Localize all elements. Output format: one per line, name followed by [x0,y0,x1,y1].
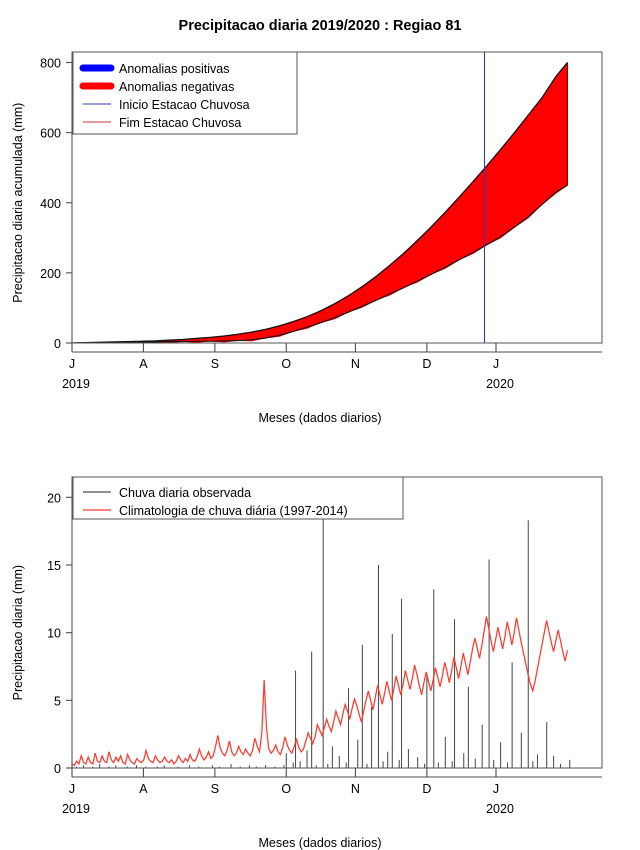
accumulated-precipitation-chart: Precipitacao diaria 2019/2020 : Regiao 8… [11,18,603,425]
x-tick-label: N [351,782,360,796]
x-tick-label: N [351,357,360,371]
chart-title: Precipitacao diaria 2019/2020 : Regiao 8… [179,18,462,34]
y-tick-label: 400 [40,197,61,211]
x-tick-label: A [139,357,148,371]
x-axis-year-label: 2020 [486,802,514,816]
climatology-accumulated-line [72,62,568,343]
x-axis-title: Meses (dados diarios) [259,411,382,425]
climatology-line [72,616,569,767]
x-tick-label: S [211,782,219,796]
daily-precipitation-panel: 0 5 10 15 20 Precipitacao diaria (mm) J A S O N D J 2… [0,425,640,850]
legend-label: Fim Estacao Chuvosa [119,116,241,130]
plot-frame [71,476,603,769]
legend-label: Climatologia de chuva diária (1997-2014) [119,504,348,518]
legend: Anomalias positivas Anomalias negativas In… [72,51,298,135]
legend: Chuva diaria observada Climatologia de ch… [72,476,404,520]
legend-label: Anomalias negativas [119,80,234,94]
x-axis-title: Meses (dados diarios) [259,836,382,850]
daily-precipitation-chart: 0 5 10 15 20 Precipitacao diaria (mm) J A S O N D J 2… [11,476,603,850]
x-tick-label: O [281,782,291,796]
plot-area [72,52,569,343]
x-tick-label: J [493,782,499,796]
y-tick-label: 15 [47,559,61,573]
legend-label: Anomalias positivas [119,62,229,76]
x-tick-label: D [422,782,431,796]
x-tick-label: J [69,782,75,796]
x-axis-year-label: 2020 [486,377,514,391]
y-tick-label: 20 [47,491,61,505]
y-tick-label: 0 [54,762,61,776]
x-tick-label: S [211,357,219,371]
x-axis-year-label: 2019 [62,377,90,391]
y-tick-label: 10 [47,627,61,641]
x-tick-label: A [139,782,148,796]
y-tick-label: 5 [54,694,61,708]
x-tick-label: O [281,357,291,371]
x-tick-label: J [493,357,499,371]
y-axis-title: Precipitacao diaria acumulada (mm) [11,103,25,303]
observed-accumulated-line [72,184,568,343]
legend-label: Inicio Estacao Chuvosa [119,98,250,112]
legend-label: Chuva diaria observada [119,486,251,500]
plot-area [72,510,571,768]
x-tick-label: D [422,357,431,371]
y-axis-title: Precipitacao diaria (mm) [11,565,25,700]
plot-frame [71,51,603,344]
x-tick-label: J [69,357,75,371]
accumulated-precipitation-panel: Precipitacao diaria 2019/2020 : Regiao 8… [11,18,603,425]
y-tick-label: 600 [40,127,61,141]
y-tick-label: 800 [40,57,61,71]
x-axis-year-label: 2019 [62,802,90,816]
legend-box [72,476,404,520]
y-tick-label: 200 [40,267,61,281]
y-tick-label: 0 [54,337,61,351]
